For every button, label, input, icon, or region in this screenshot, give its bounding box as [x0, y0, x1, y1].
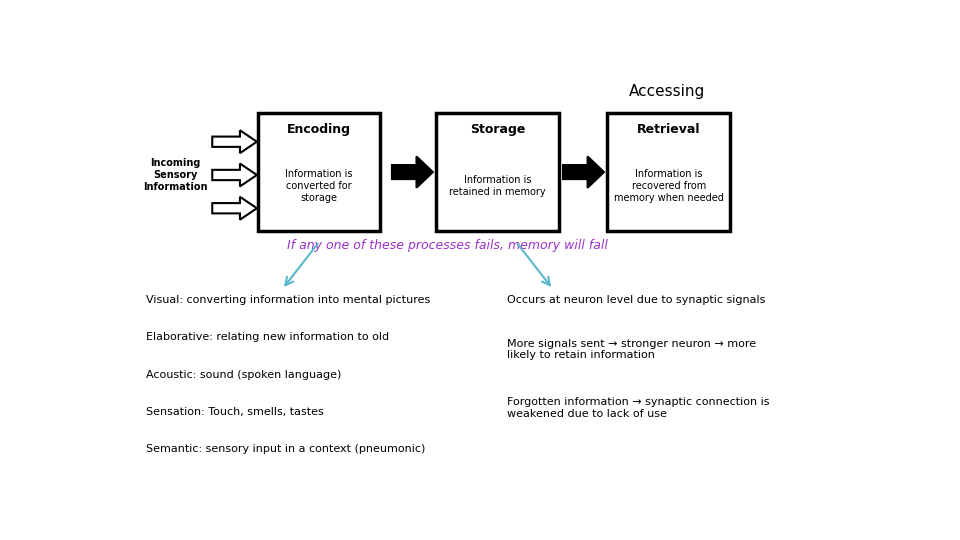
Text: Occurs at neuron level due to synaptic signals: Occurs at neuron level due to synaptic s…: [507, 295, 765, 305]
Text: Forgotten information → synaptic connection is
weakened due to lack of use: Forgotten information → synaptic connect…: [507, 397, 769, 418]
Text: Information is
retained in memory: Information is retained in memory: [449, 176, 546, 197]
Text: Incoming
Sensory
Information: Incoming Sensory Information: [144, 158, 208, 192]
Text: Sensation: Touch, smells, tastes: Sensation: Touch, smells, tastes: [146, 407, 324, 417]
Polygon shape: [212, 130, 257, 153]
Text: Information is
converted for
storage: Information is converted for storage: [285, 170, 352, 202]
FancyBboxPatch shape: [608, 113, 731, 231]
Text: Retrieval: Retrieval: [636, 123, 701, 136]
Text: Semantic: sensory input in a context (pneumonic): Semantic: sensory input in a context (pn…: [146, 444, 425, 455]
Polygon shape: [564, 157, 604, 188]
Text: More signals sent → stronger neuron → more
likely to retain information: More signals sent → stronger neuron → mo…: [507, 339, 756, 360]
Text: Accessing: Accessing: [629, 84, 705, 99]
Text: Acoustic: sound (spoken language): Acoustic: sound (spoken language): [146, 369, 342, 380]
Polygon shape: [392, 157, 433, 188]
Polygon shape: [212, 164, 257, 186]
Text: Encoding: Encoding: [287, 123, 351, 136]
Polygon shape: [212, 197, 257, 220]
FancyBboxPatch shape: [257, 113, 380, 231]
Text: If any one of these processes fails, memory will fall: If any one of these processes fails, mem…: [287, 239, 608, 252]
Text: Visual: converting information into mental pictures: Visual: converting information into ment…: [146, 295, 430, 305]
Text: Elaborative: relating new information to old: Elaborative: relating new information to…: [146, 332, 389, 342]
FancyBboxPatch shape: [436, 113, 559, 231]
Text: Information is
recovered from
memory when needed: Information is recovered from memory whe…: [613, 170, 724, 202]
Text: Storage: Storage: [469, 123, 525, 136]
